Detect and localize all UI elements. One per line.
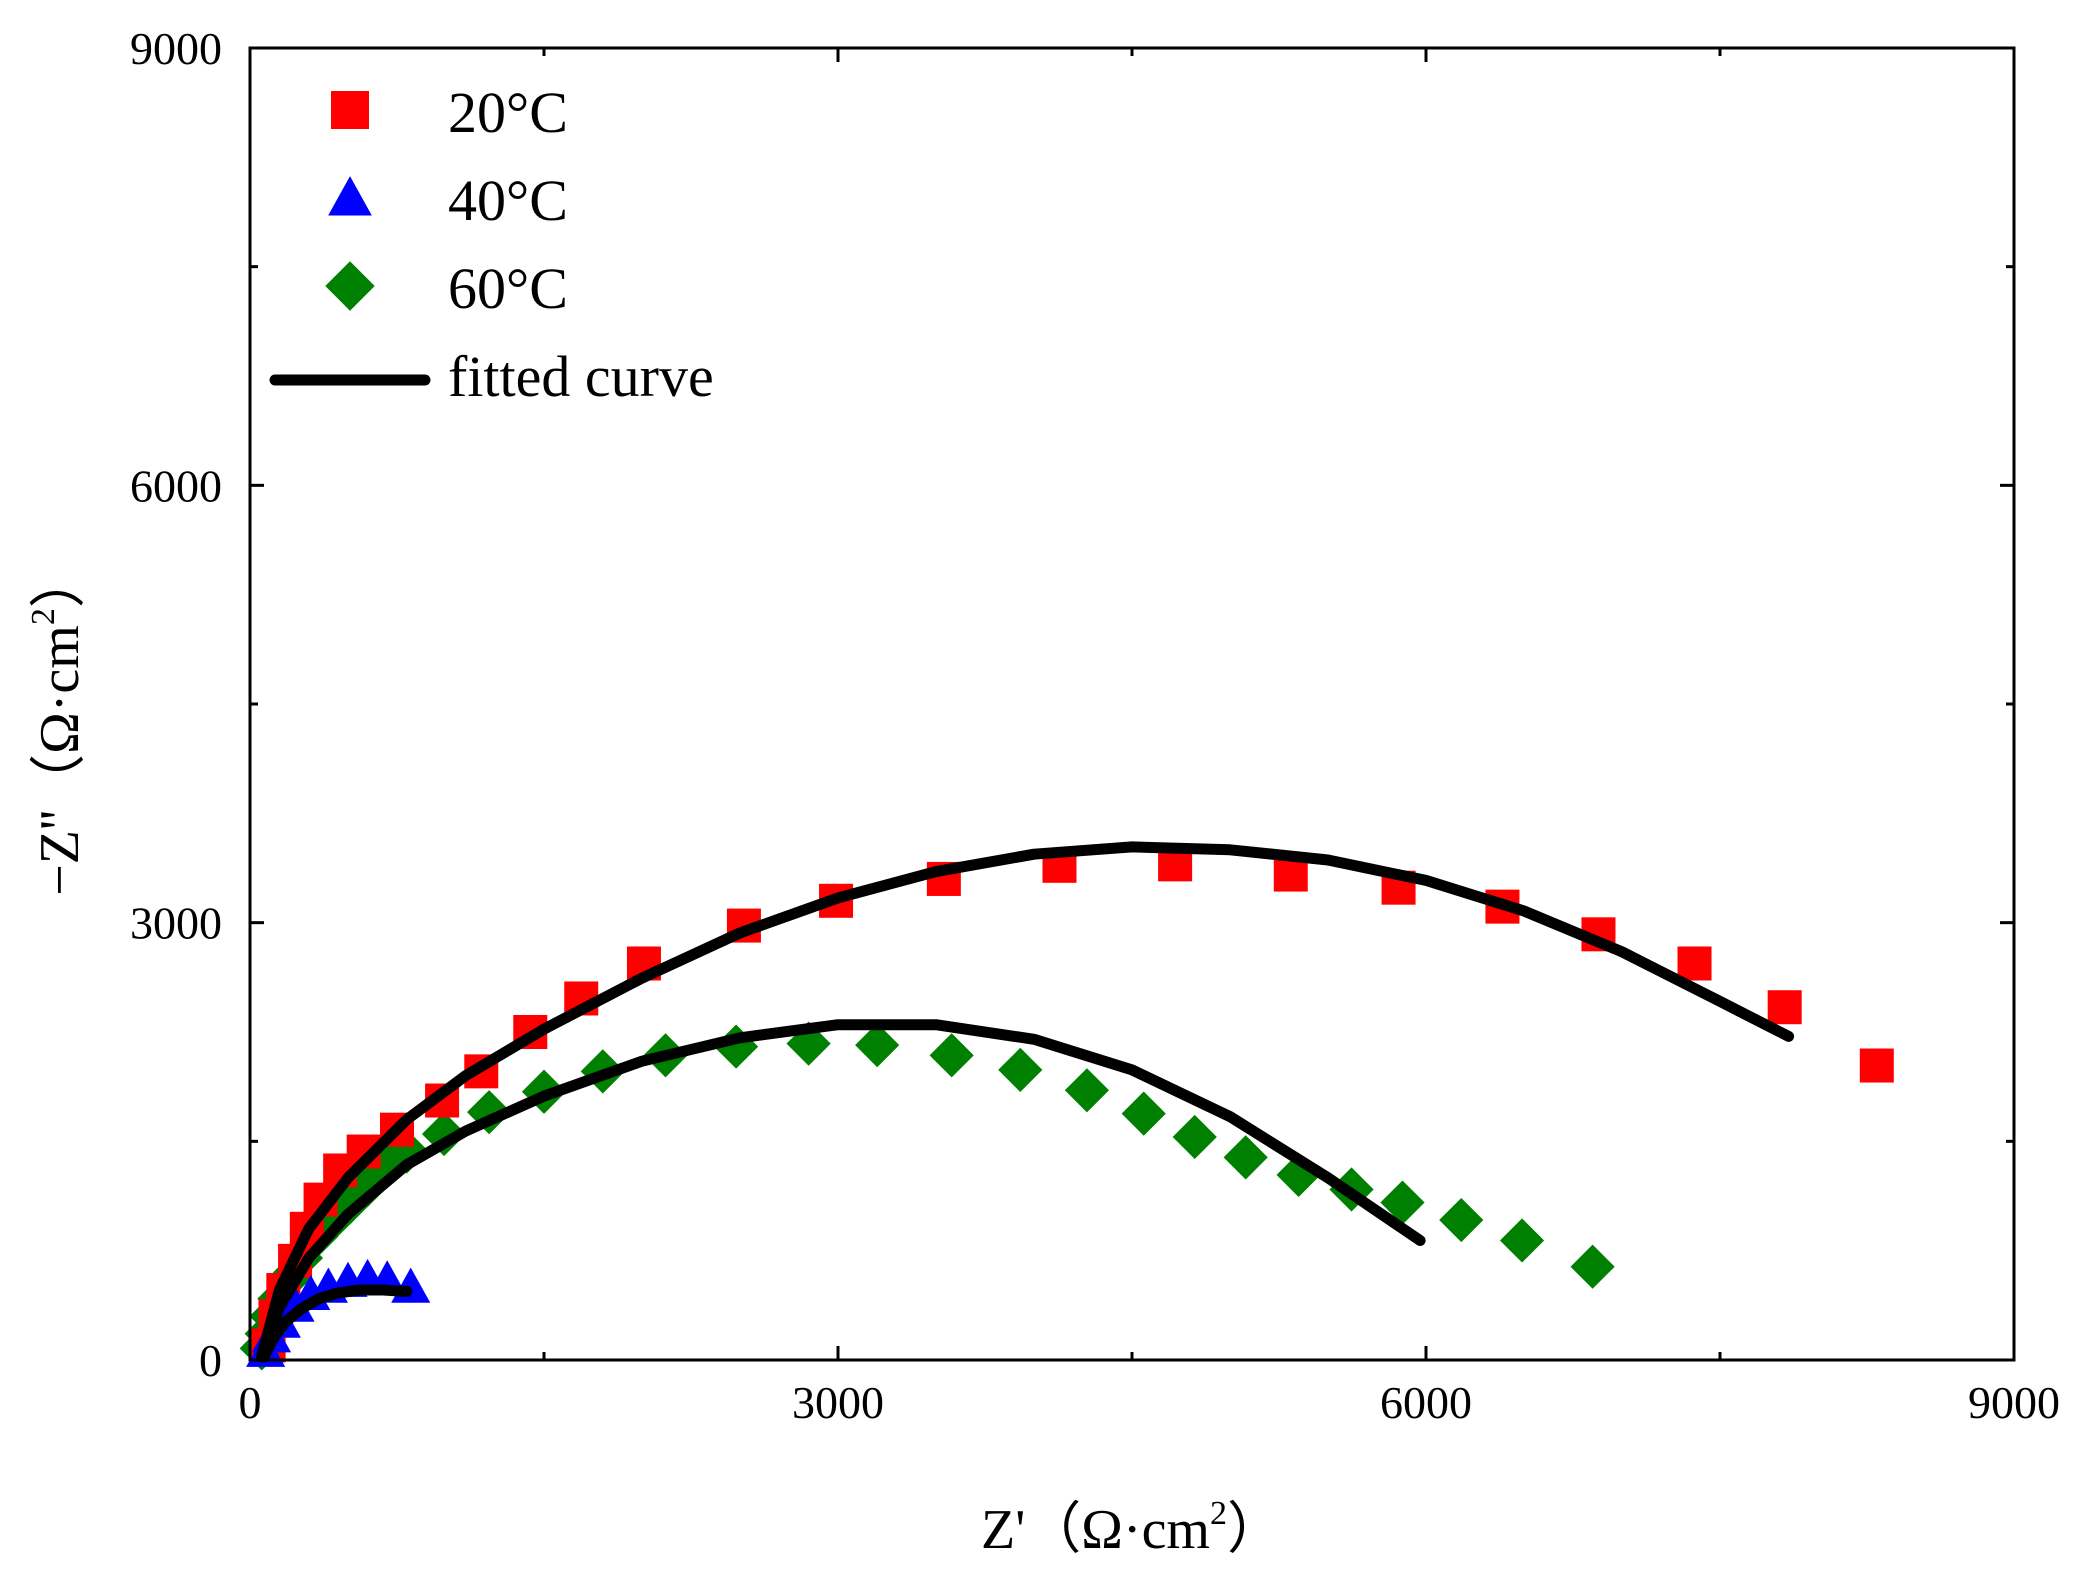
data-point: [1570, 1244, 1615, 1289]
x-tick-label: 6000: [1380, 1377, 1472, 1428]
x-tick-label: 9000: [1968, 1377, 2060, 1428]
data-point: [345, 1162, 390, 1208]
legend-label: 60°C: [448, 256, 568, 321]
y-tick-label: 6000: [130, 460, 222, 511]
y-axis-title: −Z''（Ω·cm2）: [25, 552, 91, 896]
data-point: [1499, 1218, 1545, 1263]
data-point: [1677, 946, 1712, 981]
data-point: [327, 1180, 373, 1225]
data-point: [998, 1047, 1043, 1093]
data-point: [1172, 1114, 1217, 1160]
data-point: [1767, 990, 1802, 1025]
legend-item: 40°C: [328, 168, 568, 233]
y-tick-label: 0: [199, 1335, 222, 1386]
x-tick-label: 0: [239, 1377, 262, 1428]
axes-layer: 0 3000 6000 9000 0 3000 6000 9000 Z'（Ω·cm2） −Z''（…: [25, 23, 2060, 1561]
legend-swatch-triangle: [328, 176, 372, 216]
fitted-curve-line: [256, 1019, 1426, 1363]
data-point: [1064, 1068, 1110, 1113]
plot-layer: [239, 841, 1894, 1371]
data-point: [1121, 1091, 1166, 1136]
data-point: [421, 1111, 467, 1157]
legend: 20°C 40°C 60°C fitted curve: [269, 80, 714, 409]
data-point: [1380, 1180, 1425, 1225]
data-point: [1859, 1048, 1894, 1083]
data-point: [1273, 857, 1308, 892]
legend-label: 20°C: [448, 80, 568, 145]
legend-swatch-diamond: [325, 261, 375, 311]
fitted-curve-line: [258, 1284, 413, 1363]
legend-item: 60°C: [325, 256, 568, 321]
y-tick-label: 9000: [130, 23, 222, 74]
y-tick-label: 3000: [130, 898, 222, 949]
legend-swatch-square: [331, 91, 369, 129]
legend-label: fitted curve: [448, 344, 714, 409]
x-tick-label: 3000: [792, 1377, 884, 1428]
fitted-curve-line: [256, 841, 1795, 1362]
data-point: [855, 1023, 900, 1068]
legend-item: fitted curve: [269, 344, 714, 409]
legend-label: 40°C: [448, 168, 568, 233]
legend-item: 20°C: [331, 80, 568, 145]
data-point: [1223, 1135, 1268, 1180]
data-point: [1439, 1197, 1484, 1243]
x-axis-title: Z'（Ω·cm2）: [981, 1495, 1283, 1561]
data-point: [786, 1021, 831, 1066]
data-point: [929, 1033, 974, 1078]
